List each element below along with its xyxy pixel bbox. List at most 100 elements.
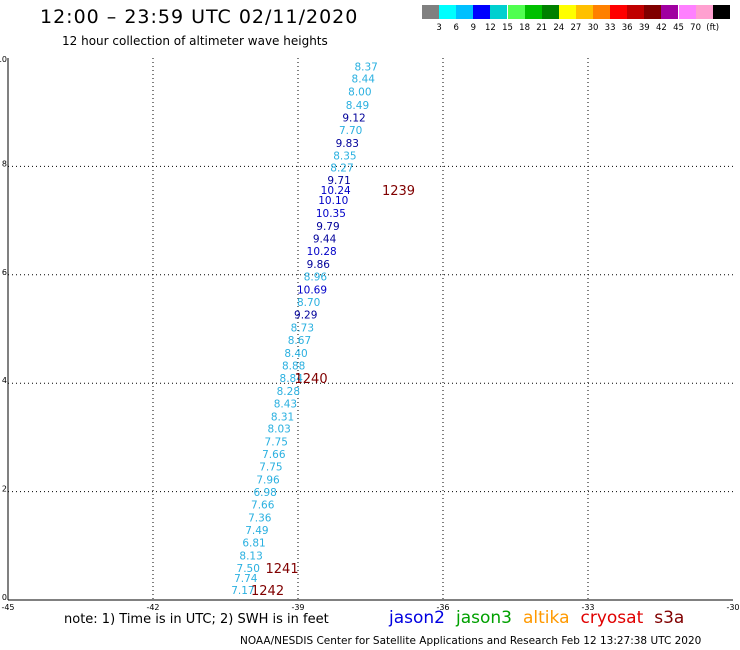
- wave-height-label: 7.17: [231, 585, 254, 597]
- wave-height-label: 6.81: [242, 538, 265, 550]
- legend-label: 33: [604, 23, 616, 33]
- wave-height-label: 9.44: [313, 233, 337, 245]
- legend-label: 70: [690, 23, 701, 33]
- legend-swatch: [507, 5, 525, 19]
- time-label: 1239: [382, 184, 415, 199]
- wave-height-label: 10.10: [318, 195, 348, 207]
- wave-height-label: 8.31: [271, 411, 294, 423]
- satellite-name: jason3: [456, 608, 512, 628]
- satellite-name: jason2: [389, 608, 445, 628]
- satellite-name: cryosat: [580, 608, 644, 628]
- x-tick-label: -30: [726, 603, 739, 612]
- wave-height-label: 8.49: [346, 100, 369, 112]
- legend-label: 9: [470, 23, 476, 33]
- y-tick-label: 8: [2, 159, 7, 168]
- wave-height-label: 8.96: [304, 271, 328, 283]
- legend-label: 27: [570, 23, 582, 33]
- time-label: 1242: [251, 584, 284, 599]
- legend-label: 30: [587, 23, 599, 33]
- wave-height-label: 7.70: [339, 125, 362, 137]
- x-tick-label: -45: [1, 603, 14, 612]
- wave-height-label: 7.96: [256, 475, 280, 487]
- legend-swatch: [712, 5, 730, 19]
- wave-height-label: 8.28: [277, 386, 300, 398]
- x-tick-label: -39: [291, 603, 304, 612]
- x-tick-label: -42: [146, 603, 159, 612]
- legend-swatch: [627, 5, 645, 19]
- wave-height-label: 8.43: [274, 398, 297, 410]
- x-tick-label: -36: [436, 603, 449, 612]
- wave-height-label: 9.83: [336, 138, 359, 150]
- wave-height-label: 7.66: [251, 500, 275, 512]
- wave-height-label: 7.50: [237, 563, 260, 575]
- wave-height-label: 8.00: [348, 87, 371, 99]
- time-label: 1240: [295, 372, 328, 387]
- wave-height-label: 8.40: [284, 348, 307, 360]
- legend-label: (ft): [706, 23, 720, 33]
- wave-height-label: 6.98: [253, 487, 276, 499]
- legend-label: 39: [638, 23, 650, 33]
- wave-height-label: 9.71: [327, 175, 350, 187]
- legend-swatch: [422, 5, 439, 19]
- legend-swatch: [695, 5, 713, 19]
- legend-swatch: [456, 5, 474, 19]
- satellite-legend: jason2 jason3 altika cryosat s3a: [389, 608, 695, 628]
- wave-height-label: 8.27: [330, 162, 353, 174]
- footer-credit: NOAA/NESDIS Center for Satellite Applica…: [240, 635, 702, 647]
- legend-swatch: [661, 5, 679, 19]
- legend-swatch: [593, 5, 610, 19]
- legend-swatch: [575, 5, 593, 19]
- wave-height-label: 9.86: [307, 259, 331, 271]
- footer-note: note: 1) Time is in UTC; 2) SWH is in fe…: [64, 612, 329, 627]
- wave-height-label: 9.12: [342, 113, 365, 125]
- wave-height-label: 10.35: [316, 208, 346, 220]
- legend-label: 24: [553, 23, 565, 33]
- legend-swatch: [524, 5, 542, 19]
- legend-label: 3: [436, 23, 442, 33]
- legend-label: 36: [621, 23, 633, 33]
- y-tick-label: 4: [2, 376, 7, 385]
- wave-height-label: 9.29: [294, 309, 317, 321]
- wave-height-label: 8.67: [288, 335, 311, 347]
- legend-swatch: [439, 5, 457, 19]
- legend-label: 42: [655, 23, 667, 33]
- legend-swatch: [490, 5, 508, 19]
- y-tick-label: 2: [2, 485, 7, 494]
- x-tick-label: -33: [581, 603, 594, 612]
- wave-height-label: 8.44: [352, 74, 376, 86]
- satellite-name: s3a: [654, 608, 685, 628]
- legend-swatch: [473, 5, 491, 19]
- wave-height-label: 8.84: [280, 373, 304, 385]
- wave-height-label: 10.24: [321, 185, 351, 197]
- wave-height-label: 7.75: [265, 437, 288, 449]
- wave-height-label: 8.35: [333, 151, 356, 163]
- wave-height-label: 7.74: [234, 573, 258, 585]
- y-tick-label: 0: [2, 593, 7, 602]
- legend-swatch: [558, 5, 576, 19]
- satellite-name: altika: [523, 608, 570, 628]
- chart-title: 12:00 – 23:59 UTC 02/11/2020: [40, 6, 359, 28]
- legend-swatch: [678, 5, 696, 19]
- legend-label: 21: [536, 23, 548, 33]
- wave-height-label: 10.69: [297, 284, 327, 296]
- wave-height-label: 9.79: [316, 221, 339, 233]
- y-tick-label: 6: [2, 268, 7, 277]
- chart-subtitle: 12 hour collection of altimeter wave hei…: [62, 34, 328, 48]
- wave-height-label: 8.37: [354, 62, 377, 74]
- wave-height-label: 8.88: [282, 360, 305, 372]
- legend-swatch: [541, 5, 559, 19]
- wave-height-label: 7.36: [248, 513, 272, 525]
- legend-swatch: [644, 5, 662, 19]
- wave-height-label: 8.03: [267, 424, 290, 436]
- wave-height-label: 8.13: [239, 551, 262, 563]
- wave-height-label: 10.28: [307, 246, 337, 258]
- time-label: 1241: [266, 562, 299, 577]
- legend-label: 45: [673, 23, 684, 33]
- wave-height-label: 7.75: [259, 462, 282, 474]
- legend-label: 18: [519, 23, 530, 33]
- wave-height-label: 7.49: [245, 525, 268, 537]
- wave-height-label: 8.70: [297, 297, 320, 309]
- wave-height-label: 8.73: [291, 322, 314, 334]
- legend-swatch: [610, 5, 628, 19]
